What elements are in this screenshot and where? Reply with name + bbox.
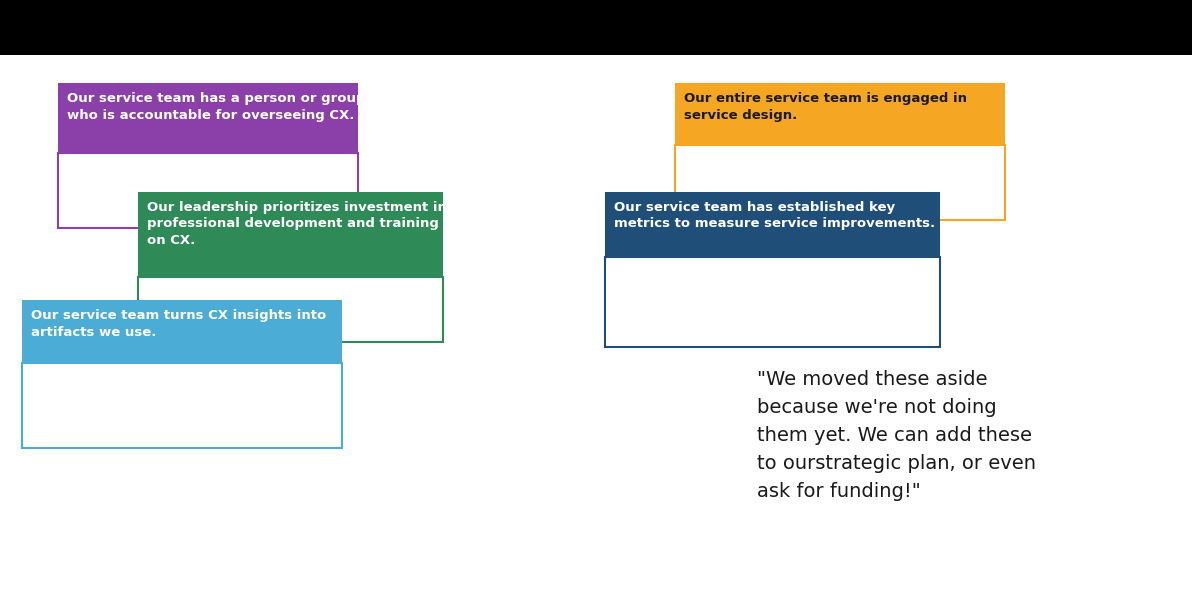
Text: Our leadership prioritizes investment in
professional development and training
o: Our leadership prioritizes investment in… [147,201,447,247]
Bar [138,277,443,342]
Bar [675,145,1005,220]
Bar [675,83,1005,145]
Bar [606,257,940,347]
Text: Our service team has a person or group
who is accountable for overseeing CX.: Our service team has a person or group w… [67,92,366,122]
Text: "We moved these aside
because we're not doing
them yet. We can add these
to ours: "We moved these aside because we're not … [757,370,1036,501]
Text: Our entire service team is engaged in
service design.: Our entire service team is engaged in se… [684,92,967,122]
Text: Our service team turns CX insights into
artifacts we use.: Our service team turns CX insights into … [31,309,327,338]
Bar [606,192,940,257]
Bar [21,363,342,448]
Bar [58,83,358,153]
Bar [21,300,342,363]
Bar [58,153,358,228]
Text: Our service team has established key
metrics to measure service improvements.: Our service team has established key met… [614,201,936,231]
Bar [0,0,1192,55]
Bar [138,192,443,277]
